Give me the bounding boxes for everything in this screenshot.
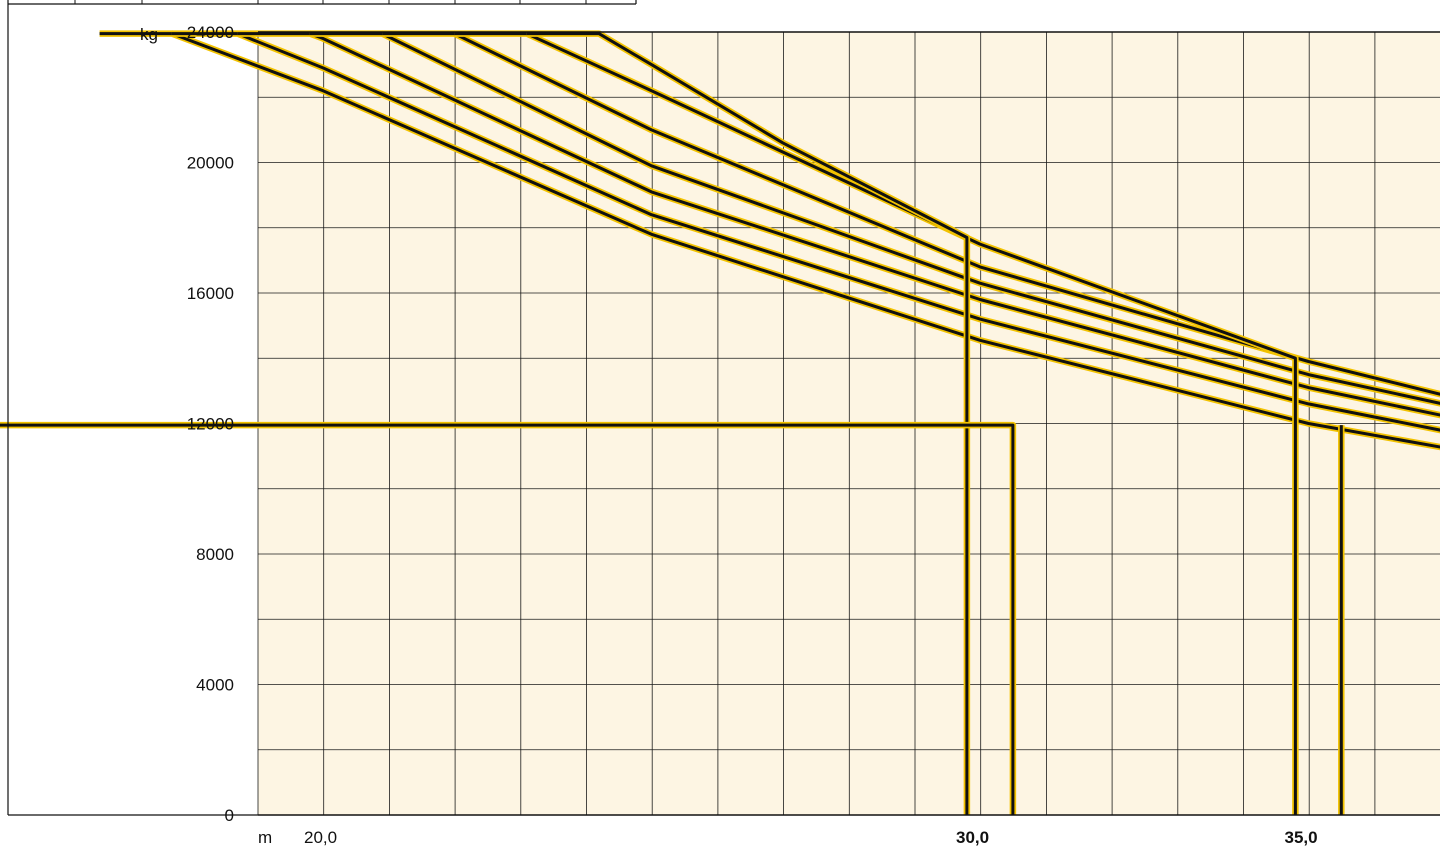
y-tick-label: 24000 bbox=[187, 23, 234, 42]
curve-6 bbox=[526, 32, 969, 815]
y-tick-label: 20000 bbox=[187, 154, 234, 173]
tick-labels: 0 4000 8000 12000 16000 20000 24000 20,0 30,0 35,… bbox=[187, 23, 1318, 847]
x-axis-unit: m bbox=[258, 828, 272, 847]
axes bbox=[7, 0, 1440, 816]
curve-7 bbox=[0, 423, 1015, 815]
load-curves bbox=[0, 30, 1440, 815]
y-tick-label: 16000 bbox=[187, 284, 234, 303]
y-tick-label: 12000 bbox=[187, 415, 234, 434]
x-tick-label: 35,0 bbox=[1285, 828, 1318, 847]
x-tick-label: 20,0 bbox=[304, 828, 337, 847]
curve-0 bbox=[99, 32, 1440, 449]
y-axis-unit: kg bbox=[140, 25, 158, 44]
x-tick-label: 30,0 bbox=[956, 828, 989, 847]
curve-3 bbox=[309, 32, 1440, 405]
y-tick-label: 0 bbox=[225, 806, 234, 825]
y-tick-label: 8000 bbox=[196, 545, 234, 564]
curve-2 bbox=[237, 32, 1440, 417]
y-tick-label: 4000 bbox=[196, 676, 234, 695]
curve-1 bbox=[171, 32, 1440, 432]
curve-5 bbox=[454, 32, 1297, 815]
